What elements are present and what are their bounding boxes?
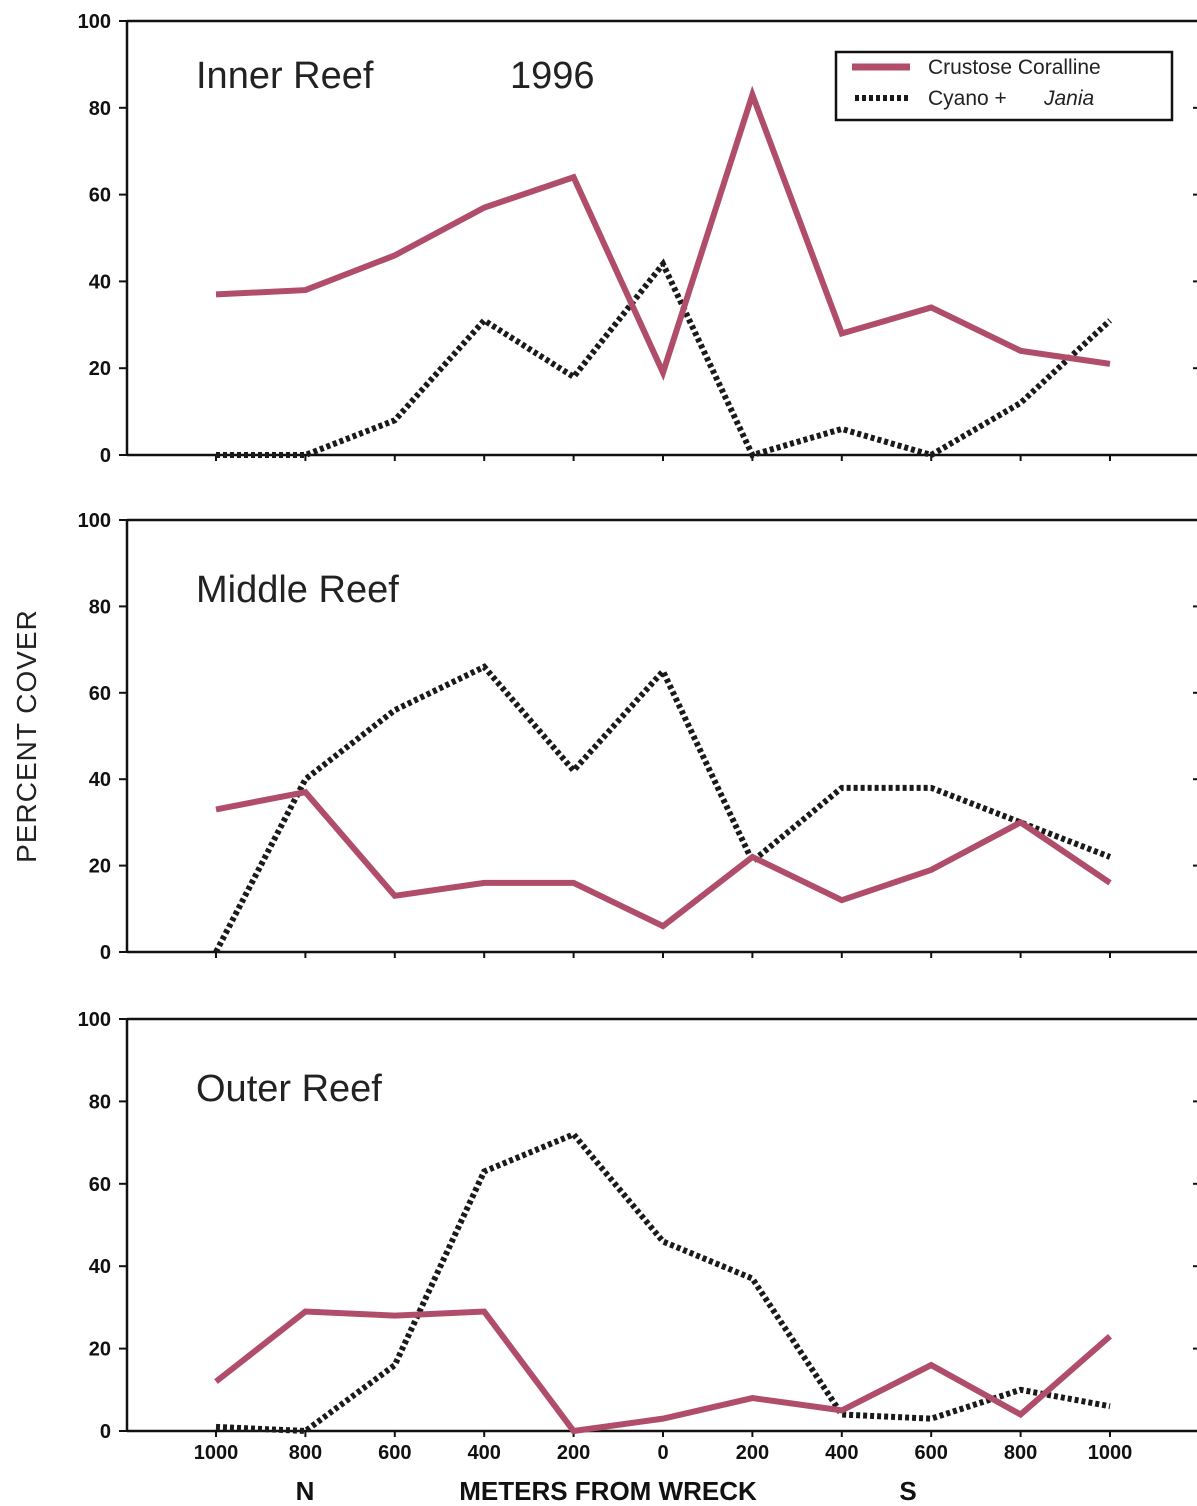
x-tick-label: 0 — [657, 1442, 668, 1464]
y-tick-label: 60 — [89, 683, 111, 705]
legend-cyano-label: Cyano + — [928, 87, 1007, 110]
south-label: S — [899, 1476, 916, 1506]
y-tick-label: 0 — [100, 445, 111, 467]
panel-2: 0 20 40 60 80 100 Middle Reef — [78, 510, 1197, 964]
series-line-cyano-jania — [216, 258, 1113, 459]
north-label: N — [296, 1476, 315, 1506]
chart-panels: 0 20 40 60 80 100 Inner Reef 1996 0 20 40 60 80 100 Mi… — [78, 11, 1197, 1464]
series-line-cyano-jania — [213, 663, 1112, 954]
panel-title: Inner Reef — [196, 55, 374, 97]
x-tick-label: 400 — [468, 1442, 501, 1464]
y-tick-label: 20 — [89, 856, 111, 878]
x-tick-label: 800 — [1004, 1442, 1037, 1464]
panel-3: 0 20 40 60 80 100 1000 800 600 400 200 0 200 400 600 80… — [78, 1009, 1197, 1464]
x-tick-label: 600 — [915, 1442, 948, 1464]
x-tick-label: 400 — [825, 1442, 858, 1464]
y-tick-label: 20 — [89, 1339, 111, 1361]
y-tick-label: 80 — [89, 1091, 111, 1113]
x-tick-label: 1000 — [194, 1442, 239, 1464]
y-tick-label: 60 — [89, 185, 111, 207]
x-axis-label: METERS FROM WRECK — [459, 1476, 757, 1506]
panel-1: 0 20 40 60 80 100 Inner Reef 1996 — [78, 11, 1197, 467]
y-tick-label: 40 — [89, 769, 111, 791]
y-tick-label: 80 — [89, 596, 111, 618]
x-tick-label: 200 — [557, 1442, 590, 1464]
legend-jania-label: Jania — [1043, 87, 1094, 110]
panel-title: Middle Reef — [196, 569, 399, 611]
y-axis-label: PERCENT COVER — [11, 609, 42, 863]
x-tick-label: 600 — [378, 1442, 411, 1464]
y-tick-label: 100 — [78, 1009, 111, 1031]
y-tick-label: 80 — [89, 98, 111, 120]
y-tick-label: 60 — [89, 1174, 111, 1196]
y-tick-label: 0 — [100, 942, 111, 964]
series-line-crustose-coralline — [215, 85, 1111, 381]
y-tick-label: 40 — [89, 271, 111, 293]
legend-coralline-label: Crustose Coralline — [928, 56, 1101, 79]
panel-title: Outer Reef — [196, 1068, 382, 1110]
y-tick-label: 0 — [100, 1421, 111, 1443]
x-tick-label: 800 — [289, 1442, 322, 1464]
y-tick-label: 100 — [78, 11, 111, 33]
series-line-crustose-coralline — [215, 788, 1112, 930]
y-tick-label: 20 — [89, 358, 111, 380]
y-tick-label: 100 — [78, 510, 111, 532]
legend-box — [834, 50, 1174, 122]
panel-year-label: 1996 — [510, 55, 595, 97]
legend: Crustose Coralline Cyano + Jania — [834, 50, 1174, 122]
y-tick-label: 40 — [89, 1256, 111, 1278]
x-tick-label: 1000 — [1088, 1442, 1133, 1464]
x-tick-label: 200 — [736, 1442, 769, 1464]
series-line-crustose-coralline — [214, 1308, 1112, 1435]
series-line-cyano-jania — [215, 1130, 1111, 1435]
